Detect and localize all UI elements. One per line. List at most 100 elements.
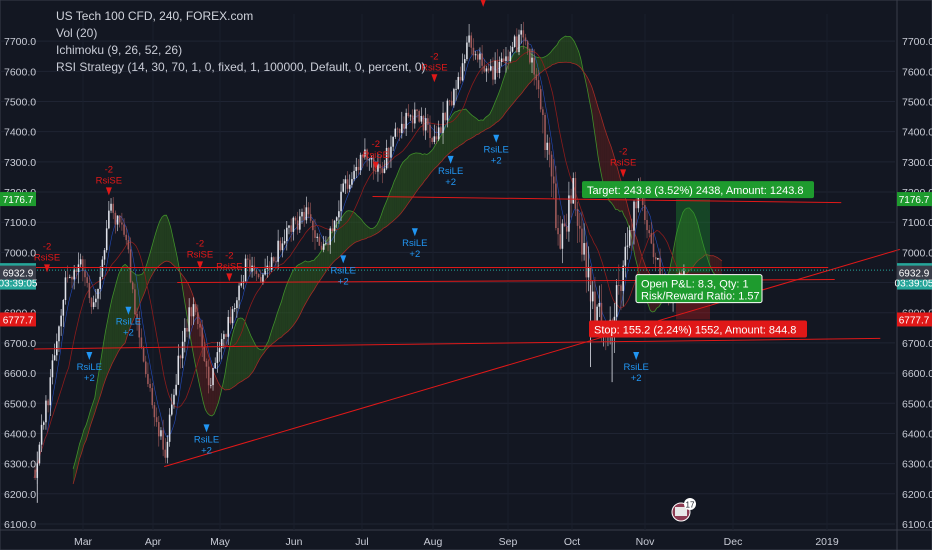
candle-body [520,30,522,35]
cloud-span-a [72,35,723,470]
y-tick-label-right: 7500.0 [902,97,932,109]
candle-body [149,383,151,389]
candle-body [318,236,321,246]
cloud-segment [324,240,327,274]
cloud-segment [242,318,245,381]
candle-body [368,159,371,161]
cloud-segment [359,217,362,241]
trend-line[interactable] [164,248,900,468]
cloud-segment [598,107,601,170]
cloud-segment [77,443,80,469]
candle-body [101,259,104,277]
candle-body [598,303,601,307]
cloud-segment [290,272,293,330]
price-tag-left-text: 03:39:05 [0,279,38,290]
cloud-segment [474,117,477,137]
cloud-segment [517,47,521,98]
price-tag-right[interactable] [897,265,932,280]
candle-body [171,404,173,415]
price-tag-left[interactable] [0,192,36,207]
cloud-segment [689,207,692,271]
y-tick-label-right: 7600.0 [902,66,932,78]
candle-body [203,346,206,362]
target-label-box[interactable] [582,181,814,199]
price-tag-right[interactable] [897,192,932,207]
drawn-lines[interactable] [33,196,900,468]
candle-body [331,228,334,232]
events-badge[interactable]: 17 [671,498,696,522]
cloud-segment [383,203,386,229]
candle-body [218,348,221,353]
candle-body [292,217,295,232]
candle-body [431,138,433,142]
legend-title[interactable]: US Tech 100 CFD, 240, FOREX.com [56,9,254,23]
price-tag-right[interactable] [897,312,932,327]
candle-body [505,56,507,62]
badge-count: 17 [686,501,695,510]
long-signal-qty: +2 [201,445,212,456]
cloud-segment [435,141,438,168]
long-signal-arrow [633,351,640,360]
candle-body [320,245,323,250]
candle-body [435,136,438,140]
cloud-segment [448,117,451,155]
cloud-segment [168,220,171,263]
cloud-segment [333,226,336,263]
cloud-segment [96,370,100,406]
candle-body [162,430,164,450]
candle-body [522,30,525,38]
x-tick-label: 2019 [815,536,839,548]
candle-body [233,308,236,310]
legend-indicator-vol[interactable]: Vol (20) [56,26,98,40]
cloud-segment [437,137,440,166]
cloud-segment [389,187,393,224]
cloud-segment [509,58,512,109]
y-tick-label-right: 6100.0 [902,519,932,531]
cloud-segment [363,222,367,240]
cloud-segment [711,255,714,273]
candle-body [316,236,318,238]
y-tick-label-right: 6700.0 [902,338,932,350]
horizontal-line[interactable] [372,196,842,204]
candle-body [490,66,492,71]
cloud-segment [140,273,143,303]
legend-indicator-rsi-strategy[interactable]: RSI Strategy (14, 30, 70, 1, 0, fixed, 1… [56,60,426,74]
candle-body [71,276,73,280]
candle-body [654,257,657,260]
candle-body [407,112,410,117]
legend-indicator-ichimoku[interactable]: Ichimoku (9, 26, 52, 26) [56,43,183,57]
long-signal-arrow [86,351,93,360]
cloud-segment [348,210,351,248]
candle-body [340,191,342,212]
cloud-segment [162,215,165,264]
price-tag-left[interactable] [0,312,36,327]
cloud-segment [277,307,280,341]
candle-body [255,270,258,275]
candle-body [420,116,423,122]
open-pl-label-box[interactable] [635,274,763,304]
cloud-segment [546,54,549,69]
stop-label-box[interactable] [589,320,807,338]
cloud-segment [311,260,314,294]
candle-body [468,35,470,43]
candle-body [552,176,555,184]
candle-body [236,300,238,309]
long-signal-label: RsiLE [116,317,141,328]
candle-body [646,220,648,231]
cloud-segment [431,148,434,173]
candle-body [457,76,460,89]
horizontal-line[interactable] [33,337,881,350]
y-tick-label-left: 7700.0 [4,36,36,48]
candle-body [155,417,158,423]
x-tick-label: Nov [636,536,655,548]
candle-body [333,220,336,232]
cloud-segment [422,153,425,185]
position-boxes[interactable]: Target: 243.8 (3.52%) 2438, Amount: 1243… [582,181,814,338]
time-axis[interactable]: Mar Apr May Jun Jul Aug Sep Oct Nov Dec 2019 [74,536,839,548]
y-tick-label-left: 6100.0 [4,519,36,531]
candle-body [596,306,598,322]
candle-body [390,146,392,158]
price-tag-left[interactable] [0,265,36,280]
